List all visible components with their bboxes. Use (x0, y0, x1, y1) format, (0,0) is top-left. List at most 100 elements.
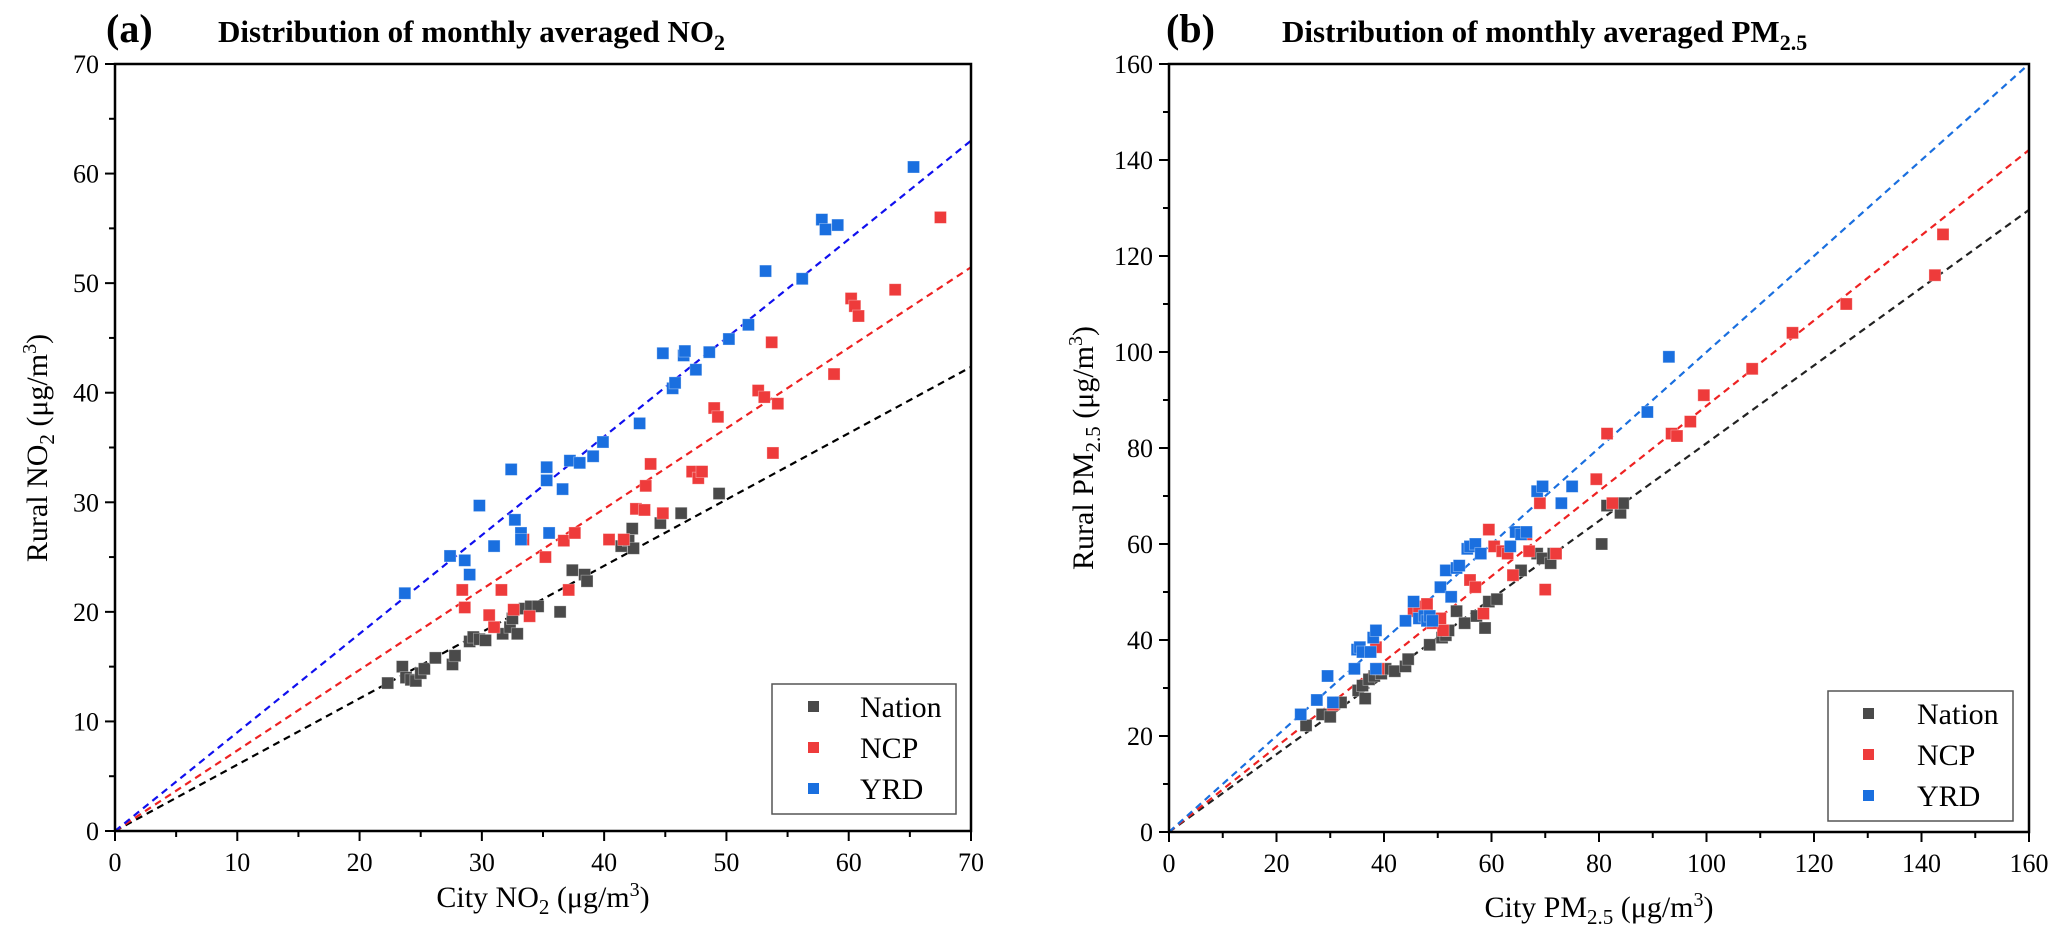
data-point (1399, 614, 1412, 628)
data-point (507, 603, 521, 617)
data-point (1536, 479, 1549, 493)
y-tick-label: 0 (86, 817, 99, 846)
x-tick-label: 60 (836, 848, 862, 877)
data-point (1839, 297, 1853, 311)
data-point (757, 390, 771, 404)
legend-marker-nation (808, 701, 819, 712)
x-tick-label: 0 (1163, 849, 1176, 878)
data-point (1600, 427, 1614, 441)
data-point (508, 513, 522, 527)
data-point (742, 318, 755, 332)
data-point (702, 345, 716, 359)
legend-label-yrd: YRD (1917, 780, 1980, 813)
data-point (1407, 595, 1420, 608)
data-point (473, 499, 486, 512)
x-tick-label: 70 (958, 848, 984, 877)
data-point (1606, 496, 1619, 510)
data-point (625, 522, 639, 535)
x-tick-label: 140 (1902, 849, 1941, 878)
data-point (1936, 227, 1950, 241)
legend-label-nation: Nation (860, 691, 942, 724)
y-tick-label: 10 (73, 707, 99, 736)
data-point (455, 583, 469, 597)
data-point (1506, 568, 1520, 582)
panel-a-label: (a) (106, 6, 153, 51)
data-point (1520, 525, 1533, 539)
data-point (1745, 362, 1759, 376)
data-point (934, 210, 947, 224)
data-point (1369, 662, 1383, 676)
data-point (553, 605, 567, 619)
data-point (428, 651, 442, 665)
legend-box (771, 683, 957, 815)
panel-a-legend: Nation NCP YRD (771, 683, 957, 815)
series-ncp (455, 210, 947, 634)
data-point (1452, 559, 1466, 572)
fit-line-yrd (114, 139, 972, 832)
data-point (1549, 547, 1563, 560)
panel-b-legend: Nation NCP YRD (1827, 690, 2014, 822)
data-point (771, 397, 785, 411)
data-point (531, 599, 545, 613)
data-point (1388, 664, 1402, 678)
data-point (644, 457, 658, 471)
data-point (1348, 662, 1361, 676)
data-point (504, 463, 518, 476)
legend-marker-ncp (808, 742, 819, 753)
y-tick-label: 70 (73, 50, 99, 79)
data-point (510, 627, 524, 641)
data-point (398, 586, 412, 600)
x-tick-label: 40 (1371, 849, 1397, 878)
data-point (557, 534, 571, 548)
x-tick-label: 100 (1687, 849, 1726, 878)
data-point (1554, 496, 1568, 510)
data-point (1697, 388, 1711, 402)
data-point (668, 376, 682, 390)
legend-marker-yrd (808, 783, 819, 794)
data-point (1436, 624, 1450, 637)
y-tick-label: 30 (73, 488, 99, 517)
y-tick-label: 20 (73, 598, 99, 627)
fit-line-nation (1168, 209, 2030, 833)
data-point (674, 506, 688, 520)
y-tick-label: 120 (1114, 242, 1153, 271)
data-point (1401, 652, 1415, 666)
data-point (602, 533, 616, 546)
data-point (639, 479, 653, 493)
legend-label-ncp: NCP (860, 732, 918, 765)
y-tick-label: 40 (1127, 626, 1153, 655)
panel-b-ylabel: Rural PM2.5 (μg/m3) (1065, 326, 1105, 570)
data-point (1321, 669, 1334, 683)
y-tick-label: 140 (1114, 146, 1153, 175)
data-point (586, 449, 600, 463)
data-point (458, 601, 472, 614)
y-tick-label: 40 (73, 379, 99, 408)
data-point (1294, 708, 1308, 721)
data-point (852, 309, 865, 323)
panel-a-ylabel: Rural NO2 (μg/m3) (19, 334, 59, 562)
data-point (542, 526, 556, 540)
panel-a-xlabel: City NO2 (μg/m3) (436, 879, 649, 919)
data-point (711, 410, 725, 424)
legend-marker-yrd (1863, 790, 1874, 801)
data-point (638, 503, 651, 517)
data-point (1326, 696, 1340, 709)
x-tick-label: 50 (713, 848, 739, 877)
data-point (1299, 719, 1313, 732)
data-point (795, 272, 809, 286)
data-point (1323, 710, 1337, 724)
x-tick-label: 10 (224, 848, 250, 877)
series-nation (1299, 496, 1630, 732)
data-point (1538, 583, 1552, 596)
x-tick-label: 120 (1795, 849, 1834, 878)
data-point (1662, 350, 1676, 364)
data-point (819, 223, 832, 236)
data-point (1425, 614, 1439, 628)
data-point (1565, 479, 1579, 493)
series-nation (381, 465, 726, 690)
data-point (1439, 564, 1453, 577)
x-tick-label: 80 (1586, 849, 1612, 878)
legend-label-yrd: YRD (860, 773, 923, 806)
legend-label-ncp: NCP (1917, 739, 1975, 772)
